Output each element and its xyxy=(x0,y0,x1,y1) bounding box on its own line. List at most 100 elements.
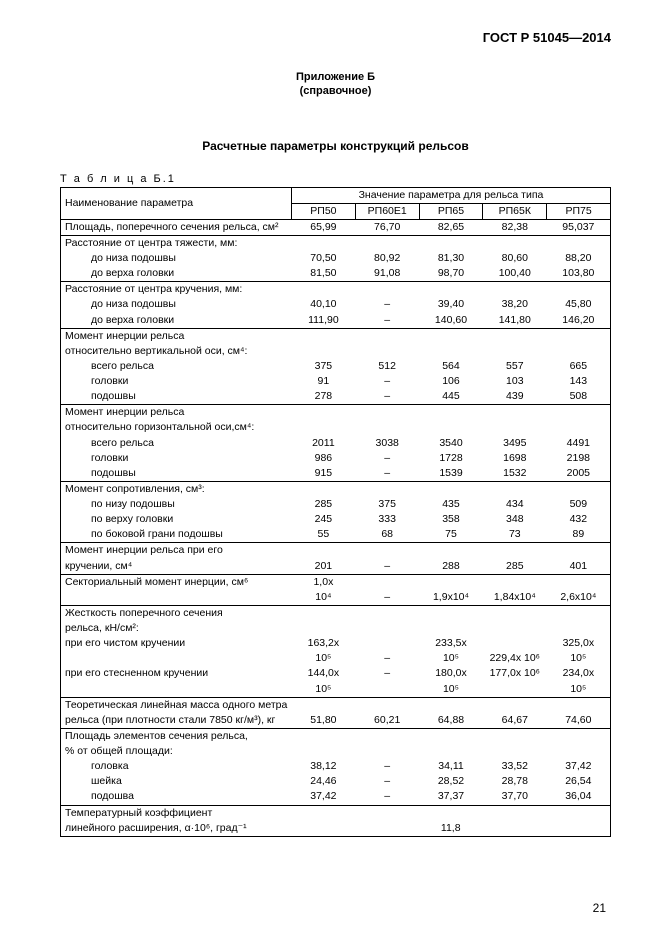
param-value xyxy=(292,728,356,744)
param-value: 95,037 xyxy=(547,219,611,235)
param-label: Расстояние от центра кручения, мм: xyxy=(61,282,292,298)
param-label: всего рельса xyxy=(61,436,292,451)
param-value: 33,52 xyxy=(483,759,547,774)
param-label: по верху головки xyxy=(61,512,292,527)
param-value xyxy=(547,282,611,298)
param-value: 665 xyxy=(547,359,611,374)
param-value: 333 xyxy=(355,512,419,527)
param-value: 3540 xyxy=(419,436,483,451)
param-label: до верха головки xyxy=(61,266,292,282)
param-value xyxy=(419,328,483,344)
param-value: 141,80 xyxy=(483,313,547,329)
param-value: 140,60 xyxy=(419,313,483,329)
param-value: 103 xyxy=(483,374,547,389)
param-value: 70,50 xyxy=(292,251,356,266)
param-value: 65,99 xyxy=(292,219,356,235)
param-value xyxy=(419,621,483,636)
param-label: головки xyxy=(61,451,292,466)
param-value xyxy=(292,282,356,298)
param-label: всего рельса xyxy=(61,359,292,374)
param-value xyxy=(355,728,419,744)
param-value: 439 xyxy=(483,389,547,405)
column-header: РП65 xyxy=(419,203,483,219)
parameters-table: Наименование параметра Значение параметр… xyxy=(60,187,611,837)
param-value: – xyxy=(355,666,419,681)
param-value: 401 xyxy=(547,559,611,575)
param-value: – xyxy=(355,297,419,312)
param-label: до низа подошвы xyxy=(61,297,292,312)
param-value: 111,90 xyxy=(292,313,356,329)
param-value xyxy=(483,481,547,497)
param-label xyxy=(61,651,292,666)
param-value xyxy=(547,543,611,559)
param-label: по низу подошвы xyxy=(61,497,292,512)
param-value xyxy=(355,605,419,621)
param-value: 180,0х xyxy=(419,666,483,681)
param-value: 445 xyxy=(419,389,483,405)
param-value xyxy=(292,481,356,497)
param-value xyxy=(355,636,419,651)
param-label: Площадь, поперечного сечения рельса, см² xyxy=(61,219,292,235)
param-value xyxy=(419,805,483,821)
param-value xyxy=(547,420,611,435)
param-value xyxy=(483,420,547,435)
param-value: 144,0х xyxy=(292,666,356,681)
param-value xyxy=(419,405,483,421)
param-value: 234,0х xyxy=(547,666,611,681)
param-value: 375 xyxy=(355,497,419,512)
param-value: 37,42 xyxy=(292,789,356,805)
param-value xyxy=(547,744,611,759)
param-value: 80,60 xyxy=(483,251,547,266)
param-value xyxy=(355,328,419,344)
param-value: 163,2х xyxy=(292,636,356,651)
param-label: головка xyxy=(61,759,292,774)
param-value: 26,54 xyxy=(547,774,611,789)
param-label: кручении, см⁴ xyxy=(61,559,292,575)
param-label xyxy=(61,682,292,698)
param-value: 146,20 xyxy=(547,313,611,329)
param-value xyxy=(547,405,611,421)
param-label: Момент инерции рельса при его xyxy=(61,543,292,559)
param-value: 2,6х10⁴ xyxy=(547,590,611,606)
param-value: 3495 xyxy=(483,436,547,451)
param-value: 10⁵ xyxy=(292,651,356,666)
param-label: Момент инерции рельса xyxy=(61,405,292,421)
param-value xyxy=(419,420,483,435)
param-value: 88,20 xyxy=(547,251,611,266)
param-value xyxy=(292,621,356,636)
param-value: 37,70 xyxy=(483,789,547,805)
param-value xyxy=(419,282,483,298)
page-number: 21 xyxy=(593,901,606,915)
param-value: 375 xyxy=(292,359,356,374)
param-value: 68 xyxy=(355,527,419,543)
param-label: подошва xyxy=(61,789,292,805)
param-value: 278 xyxy=(292,389,356,405)
document-code: ГОСТ Р 51045—2014 xyxy=(60,30,611,45)
param-value: 4491 xyxy=(547,436,611,451)
param-value: 233,5х xyxy=(419,636,483,651)
param-value: 229,4х 10⁶ xyxy=(483,651,547,666)
param-label: Температурный коэффициент xyxy=(61,805,292,821)
param-value xyxy=(355,805,419,821)
param-value: 288 xyxy=(419,559,483,575)
param-label: Момент инерции рельса xyxy=(61,328,292,344)
param-label: подошвы xyxy=(61,466,292,482)
param-value: 557 xyxy=(483,359,547,374)
param-value xyxy=(355,405,419,421)
param-value xyxy=(419,481,483,497)
param-value xyxy=(355,420,419,435)
param-value xyxy=(355,574,419,590)
param-value: 60,21 xyxy=(355,713,419,729)
param-value xyxy=(355,682,419,698)
param-value: – xyxy=(355,559,419,575)
param-value: 98,70 xyxy=(419,266,483,282)
appendix-label: Приложение Б xyxy=(296,71,375,83)
param-value: 37,37 xyxy=(419,789,483,805)
param-value xyxy=(355,481,419,497)
param-value: 36,04 xyxy=(547,789,611,805)
column-header: РП50 xyxy=(292,203,356,219)
param-value: 564 xyxy=(419,359,483,374)
param-value xyxy=(547,344,611,359)
param-value xyxy=(292,605,356,621)
param-value xyxy=(483,235,547,251)
